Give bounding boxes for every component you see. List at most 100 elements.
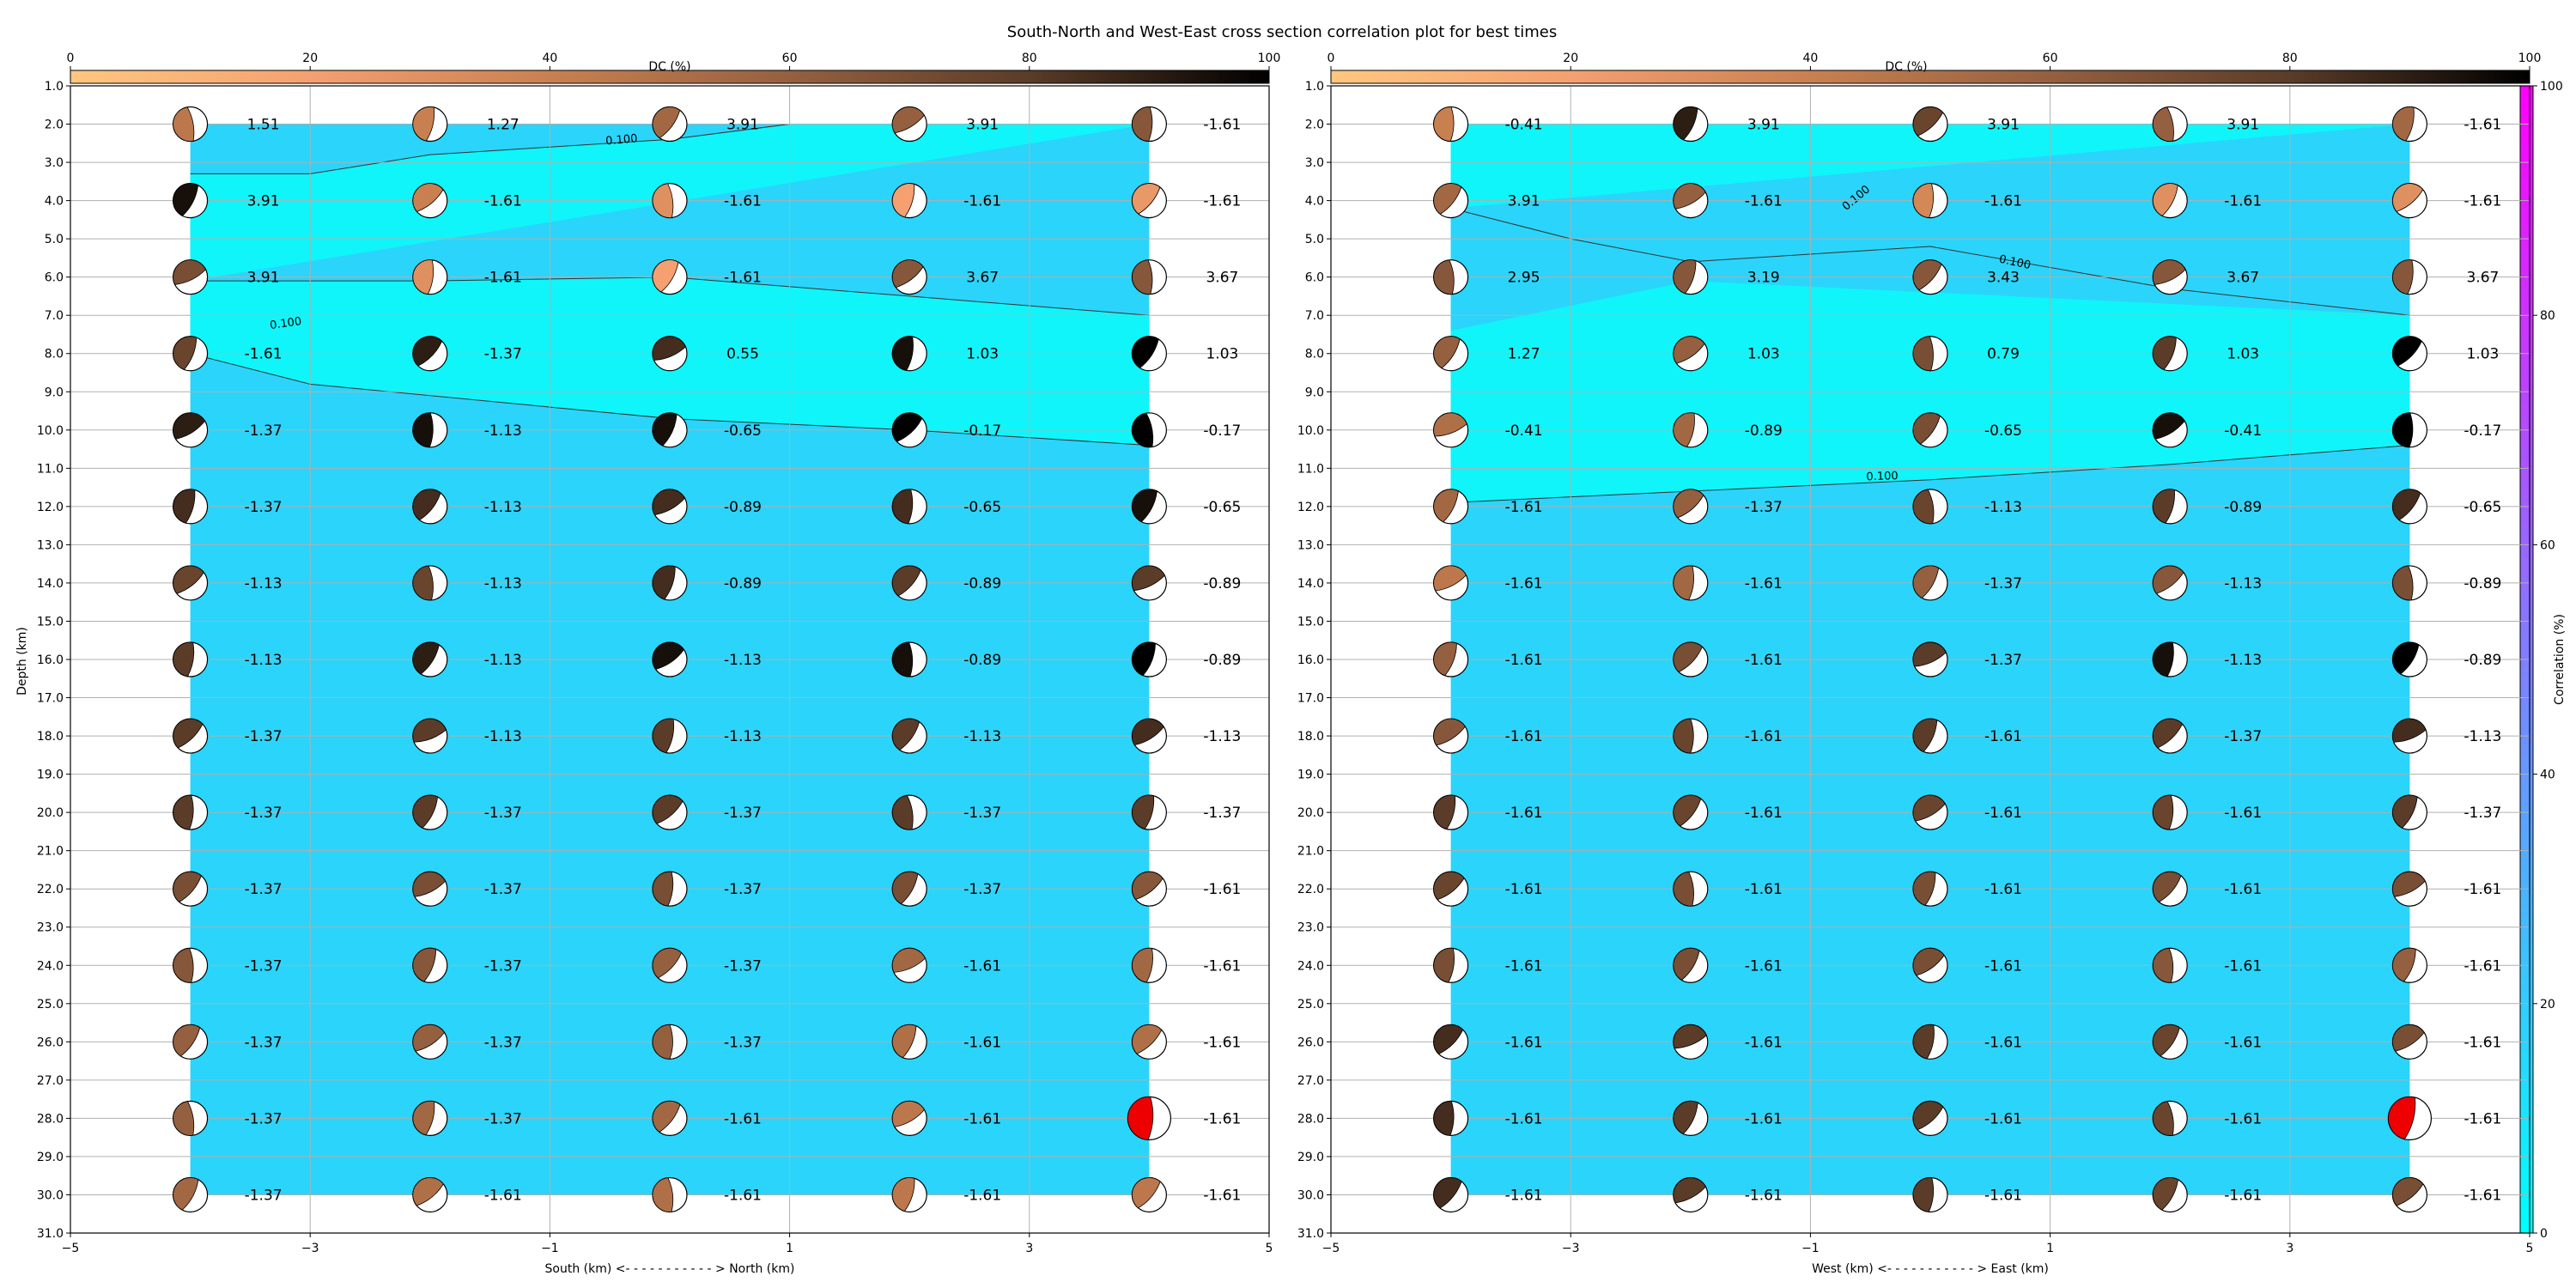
correlation-value-label: -1.61: [2224, 1187, 2262, 1204]
y-tick-label: 31.0: [37, 1227, 64, 1241]
beachball: [2152, 718, 2188, 754]
beachball: [891, 794, 927, 830]
beachball-compressional-quadrant: [1433, 1177, 1462, 1209]
correlation-value-label: -1.37: [1745, 499, 1783, 516]
beachball: [891, 183, 927, 219]
beachball-compressional-quadrant: [1132, 489, 1157, 523]
beachball-compressional-quadrant: [652, 336, 686, 361]
beachball-compressional-quadrant: [173, 336, 197, 370]
correlation-value-label: -1.37: [245, 881, 283, 898]
y-tick-label: 8.0: [45, 348, 64, 361]
correlation-value-label: -1.37: [245, 1187, 283, 1204]
beachball-compressional-quadrant: [2152, 871, 2182, 903]
x-tick-label: 5: [1266, 1242, 1273, 1255]
correlation-value-label: -1.37: [2464, 805, 2501, 822]
beachball-compressional-quadrant: [652, 794, 683, 824]
correlation-value-label: -1.61: [2464, 881, 2501, 898]
beachball-compressional-quadrant: [1912, 565, 1940, 598]
beachball-compressional-quadrant: [2152, 641, 2174, 677]
dc-tick-label: 20: [1563, 52, 1578, 65]
beachball-compressional-quadrant: [1132, 947, 1153, 983]
beachball-compressional-quadrant: [2392, 259, 2414, 295]
beachball: [173, 1176, 209, 1213]
correlation-value-label: -1.61: [1203, 957, 1241, 975]
beachball-compressional-quadrant: [1673, 259, 1697, 295]
correlation-value-label: -1.61: [1984, 805, 2022, 822]
beachball-compressional-quadrant: [1433, 1024, 1464, 1054]
correlation-value-label: -1.13: [1984, 499, 2022, 516]
beachball: [412, 794, 448, 830]
correlation-value-label: -1.13: [484, 499, 522, 516]
correlation-fill-high: [1450, 124, 2410, 503]
correlation-value-label: -1.61: [1745, 575, 1783, 592]
beachball: [2152, 641, 2188, 677]
beachball: [891, 565, 927, 601]
correlation-value-label: 3.67: [1206, 270, 1238, 287]
beachball: [1131, 106, 1168, 143]
dc-colorbar-right-ticks: 0 20 40 60 80 100: [1327, 52, 2541, 70]
beachball: [1912, 412, 1948, 448]
correlation-value-label: -1.13: [2224, 575, 2262, 592]
y-tick-label: 3.0: [45, 156, 64, 170]
correlation-value-label: -0.89: [1745, 422, 1783, 440]
x-axis-label: South (km) <- - - - - - - - - - - > Nort…: [545, 1262, 795, 1276]
y-tick-label: 17.0: [1297, 692, 1324, 706]
beachball: [173, 641, 209, 677]
beachball-compressional-quadrant: [2152, 794, 2174, 830]
correlation-value-label: -1.37: [245, 422, 283, 440]
beachball-compressional-quadrant: [2392, 718, 2427, 743]
beachball-compressional-quadrant: [2152, 1177, 2179, 1211]
beachball-compressional-quadrant: [2153, 1024, 2180, 1057]
correlation-value-label: 3.67: [966, 270, 999, 287]
y-tick-label: 15.0: [37, 615, 64, 629]
y-tick-label: 16.0: [37, 653, 64, 667]
correlation-value-label: -1.61: [1505, 957, 1543, 975]
corr-colorbar: Correlation (%) 0 20 40 60 80 100: [2519, 80, 2567, 1241]
correlation-value-label: -0.41: [2224, 422, 2262, 440]
beachball: [2391, 183, 2427, 219]
y-tick-label: 9.0: [1305, 386, 1324, 399]
beachball-compressional-quadrant: [1912, 718, 1938, 752]
y-tick-label: 25.0: [1297, 998, 1324, 1012]
correlation-value-label: -0.89: [1203, 652, 1241, 669]
correlation-value-label: -1.37: [1984, 652, 2022, 669]
correlation-value-label: -1.61: [245, 346, 283, 363]
correlation-value-label: -1.61: [1203, 881, 1241, 898]
correlation-value-label: 3.91: [2227, 117, 2259, 134]
correlation-value-label: 3.91: [1987, 117, 2020, 134]
y-tick-label: 30.0: [1297, 1188, 1324, 1202]
beachball: [2152, 106, 2188, 143]
correlation-value-label: -0.65: [1984, 422, 2022, 440]
correlation-value-label: -1.61: [484, 193, 522, 210]
correlation-value-label: -1.37: [245, 499, 283, 516]
beachball-compressional-quadrant: [2152, 718, 2184, 749]
beachball-compressional-quadrant: [173, 794, 194, 830]
correlation-value-label: -1.37: [1203, 805, 1241, 822]
corr-tick-label: 20: [2540, 998, 2555, 1012]
corr-tick-label: 40: [2540, 769, 2555, 782]
beachball-compressional-quadrant: [412, 412, 434, 448]
beachball-compressional-quadrant: [2152, 565, 2184, 594]
beachball-compressional-quadrant: [412, 718, 447, 743]
beachball-compressional-quadrant: [892, 1024, 917, 1059]
dc-colorbar-right: DC (%) 0 20 40 60 80 100: [1327, 52, 2541, 84]
beachball: [173, 947, 209, 983]
correlation-value-label: -1.61: [1505, 1110, 1543, 1127]
correlation-value-label: 1.51: [247, 117, 280, 134]
x-tick-label: −1: [541, 1242, 559, 1255]
beachball-compressional-quadrant: [652, 489, 685, 516]
beachball: [2152, 489, 2188, 525]
beachball: [1131, 947, 1168, 983]
beachball-compressional-quadrant: [1433, 794, 1456, 829]
beachball-compressional-quadrant: [173, 565, 204, 594]
correlation-value-label: -0.89: [2464, 652, 2501, 669]
beachball: [2387, 1096, 2432, 1141]
correlation-value-label: -1.61: [1505, 728, 1543, 745]
correlation-value-label: -1.61: [1505, 652, 1543, 669]
beachball-compressional-quadrant: [1132, 106, 1153, 142]
correlation-value-label: -0.17: [963, 422, 1001, 440]
beachball-compressional-quadrant: [1433, 1101, 1455, 1136]
correlation-value-label: -1.61: [1984, 193, 2022, 210]
y-tick-label: 26.0: [37, 1036, 64, 1049]
beachball: [1673, 641, 1709, 677]
